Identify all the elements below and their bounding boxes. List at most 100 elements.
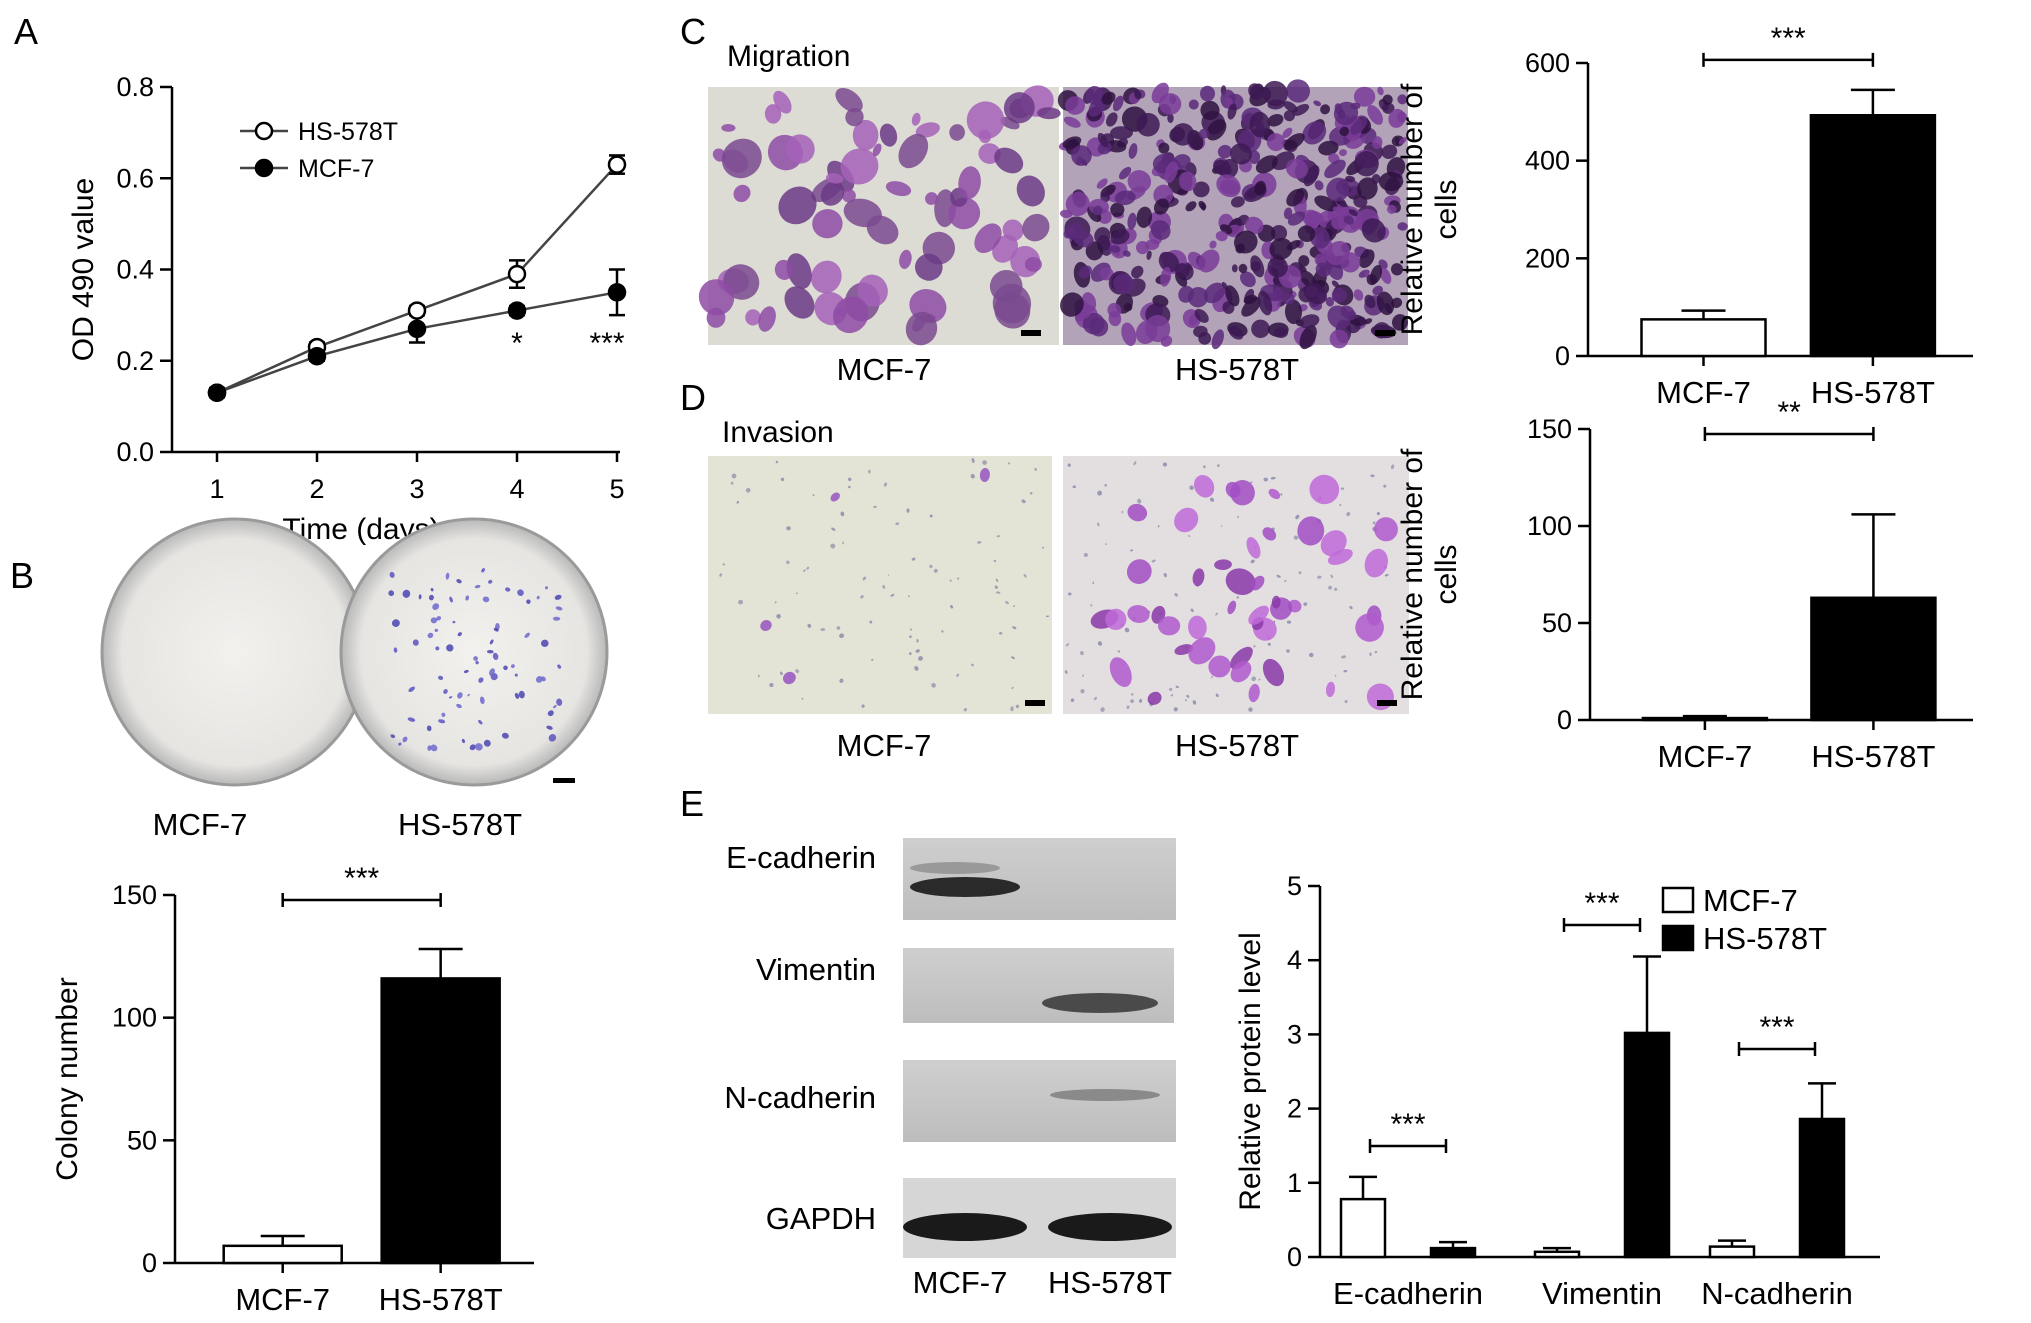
pore: [1236, 596, 1240, 599]
colony: [482, 596, 490, 603]
migration-cells-hs578t: [1057, 79, 1409, 350]
bar: [1810, 596, 1937, 722]
pore: [1104, 543, 1107, 545]
migrated-cell: [1174, 263, 1190, 278]
migrated-cell: [1179, 171, 1197, 192]
invaded-cell: [760, 620, 772, 631]
migrated-cell: [1298, 255, 1310, 267]
pore: [1209, 497, 1215, 502]
colony: [478, 677, 484, 683]
migrated-cell: [1345, 175, 1356, 183]
migrated-cell: [1382, 94, 1393, 105]
colony: [412, 639, 419, 646]
plate-label-hs578t: HS-578T: [398, 807, 522, 842]
migrated-cell: [915, 122, 940, 138]
pore: [820, 628, 826, 631]
pore: [1068, 592, 1072, 596]
migrated-cell: [835, 87, 863, 113]
band-ecadherin-mcf7: [910, 877, 1020, 897]
migrated-cell: [1209, 240, 1217, 249]
migrated-cell: [1353, 86, 1376, 107]
bar: [1641, 716, 1769, 722]
migrated-cell: [1215, 230, 1228, 242]
colony: [438, 719, 442, 723]
significance-label: **: [1777, 396, 1801, 429]
migrated-cell: [1357, 177, 1378, 200]
migrated-cell: [1254, 180, 1266, 196]
pore: [1011, 686, 1014, 690]
pore: [780, 477, 785, 482]
invaded-cell: [1105, 608, 1127, 631]
migrated-cell: [1250, 261, 1261, 272]
migrated-cell: [1326, 177, 1350, 202]
invaded-cell: [1355, 613, 1384, 642]
migrated-cell: [1127, 170, 1152, 193]
pore: [806, 566, 810, 570]
migrated-cell: [1378, 171, 1404, 192]
pore: [738, 599, 744, 605]
migrated-cell: [1219, 179, 1240, 195]
migrated-cell: [1185, 201, 1197, 212]
pore: [775, 460, 779, 464]
pore: [730, 481, 734, 485]
migrated-cell: [1153, 198, 1170, 215]
pore: [1293, 535, 1299, 540]
migrated-cell: [1244, 216, 1264, 235]
invaded-cell: [1126, 559, 1152, 584]
migrated-cell: [1371, 136, 1383, 149]
x-tick-label: MCF-7: [1658, 739, 1753, 774]
colony: [505, 587, 511, 592]
pore: [1192, 700, 1197, 705]
migrated-cell: [1391, 297, 1403, 308]
invaded-cell: [1364, 548, 1388, 578]
invasion-label-hs578t: HS-578T: [1175, 728, 1299, 763]
pore: [1374, 651, 1378, 654]
migrated-cell: [857, 274, 888, 307]
colony-plate-images: [100, 517, 609, 787]
migrated-cell: [1200, 85, 1215, 102]
x-tick-label: 5: [609, 474, 624, 504]
migrated-cell: [1331, 280, 1340, 288]
panel-label-c: C: [680, 11, 706, 52]
migrated-cell: [1247, 190, 1256, 198]
pore: [1341, 655, 1346, 659]
migrated-cell: [1230, 196, 1245, 208]
migrated-cell: [1231, 264, 1238, 273]
colony: [473, 656, 479, 661]
pore: [956, 673, 960, 677]
colony: [481, 568, 485, 573]
blot-label-gapdh: GAPDH: [766, 1201, 876, 1236]
migrated-cell: [1200, 100, 1220, 121]
pore: [1104, 483, 1108, 487]
pore: [883, 482, 888, 487]
pore: [916, 639, 919, 643]
significance-label: ***: [1759, 1011, 1794, 1044]
colony: [475, 660, 479, 665]
migrated-cell: [879, 123, 898, 147]
colony: [491, 674, 494, 678]
migrated-cell: [1173, 154, 1191, 168]
migrated-cell: [1131, 265, 1144, 279]
migrated-cell: [1329, 329, 1349, 349]
colony: [548, 734, 557, 742]
pore: [970, 473, 975, 479]
pore: [914, 666, 919, 671]
pore: [957, 577, 960, 580]
y-tick-label: 0: [1287, 1242, 1302, 1272]
pore: [888, 574, 890, 577]
pore: [786, 560, 790, 564]
migrated-cell: [1193, 325, 1208, 338]
migrated-cell: [1339, 149, 1347, 157]
colony: [501, 732, 509, 739]
colony: [430, 588, 434, 592]
pore: [1097, 490, 1103, 496]
band-ncadherin-hs578t: [1050, 1089, 1160, 1101]
data-point: [507, 301, 527, 320]
bar: [1809, 114, 1937, 358]
migrated-cell: [820, 181, 845, 206]
migrated-cell: [1193, 181, 1210, 198]
pore: [931, 682, 936, 688]
migrated-cell: [1270, 224, 1288, 242]
pore: [1270, 476, 1276, 480]
migrated-cell: [1325, 297, 1335, 307]
